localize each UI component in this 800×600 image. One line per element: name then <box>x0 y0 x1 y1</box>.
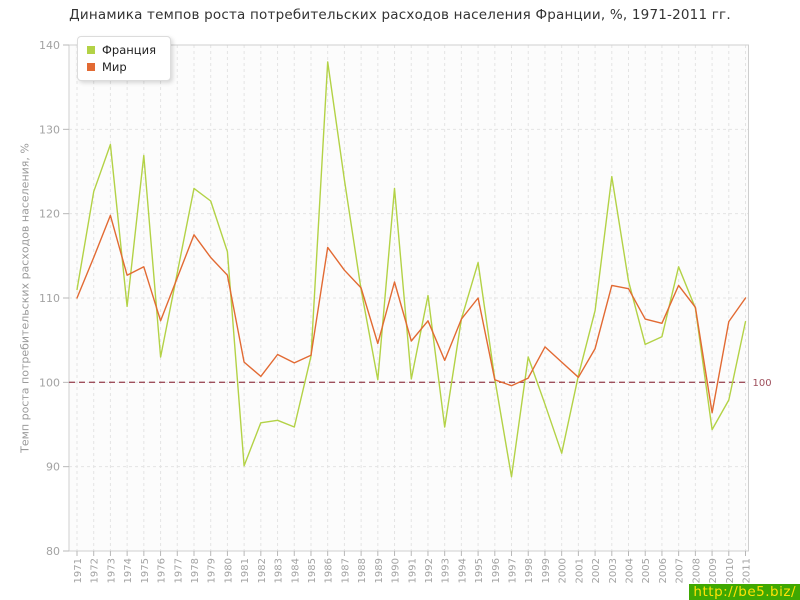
watermark-link[interactable]: http://be5.biz/ <box>689 584 800 600</box>
legend-label-world: Мир <box>102 60 127 74</box>
x-axis-tick-label: 2004 <box>625 558 636 583</box>
x-axis-tick-label: 1975 <box>140 558 151 583</box>
x-axis-tick-label: 2007 <box>675 558 686 583</box>
x-axis-tick-label: 1974 <box>123 558 134 583</box>
x-axis-tick-label: 1988 <box>357 558 368 583</box>
x-axis-tick-label: 2005 <box>641 558 652 583</box>
x-axis-tick-label: 1994 <box>457 558 468 583</box>
x-axis-tick-label: 1979 <box>207 558 218 583</box>
x-axis-tick-label: 2010 <box>725 558 736 583</box>
x-axis-tick-label: 1996 <box>491 558 502 583</box>
chart-title: Динамика темпов роста потребительских ра… <box>69 7 731 23</box>
world-legend-swatch-icon <box>87 63 95 71</box>
x-axis-tick-label: 2003 <box>608 558 619 583</box>
x-axis-tick-label: 1995 <box>474 558 485 583</box>
x-axis-tick-label: 1987 <box>340 558 351 583</box>
world-series-line <box>76 214 747 414</box>
x-axis-tick-label: 2001 <box>574 558 585 583</box>
y-axis-tick-label: 80 <box>46 545 60 558</box>
x-axis-tick-label: 2011 <box>742 558 753 583</box>
x-axis-tick-label: 2008 <box>691 558 702 583</box>
x-axis-tick-label: 1986 <box>324 558 335 583</box>
x-axis-tick-label: 1982 <box>257 558 268 583</box>
legend-item-world[interactable]: Мир <box>87 61 156 73</box>
x-axis-tick-label: 1984 <box>290 558 301 583</box>
x-axis-tick-label: 1972 <box>90 558 101 583</box>
x-axis-tick-label: 1971 <box>73 558 84 583</box>
x-axis-tick-label: 1997 <box>508 558 519 583</box>
x-axis-tick-label: 1980 <box>223 558 234 583</box>
legend-label-france: Франция <box>102 43 156 57</box>
y-axis-tick-label: 110 <box>39 292 60 305</box>
x-axis-tick-label: 1989 <box>374 558 385 583</box>
france-series-line <box>76 61 747 478</box>
y-axis-tick-label: 130 <box>39 123 60 136</box>
x-axis-tick-label: 1993 <box>441 558 452 583</box>
x-axis-tick-label: 1976 <box>157 558 168 583</box>
x-axis-tick-label: 1990 <box>391 558 402 583</box>
x-axis-tick-label: 1985 <box>307 558 318 583</box>
legend-item-france[interactable]: Франция <box>87 44 156 56</box>
y-axis-tick-label: 120 <box>39 208 60 221</box>
x-axis-tick-label: 2000 <box>558 558 569 583</box>
x-axis-tick-label: 1981 <box>240 558 251 583</box>
legend: Франция Мир <box>77 36 171 81</box>
y-axis-tick-label: 140 <box>39 39 60 52</box>
x-axis-tick-label: 2009 <box>708 558 719 583</box>
y-axis-tick-label: 100 <box>39 376 60 389</box>
x-axis-tick-label: 1998 <box>524 558 535 583</box>
x-axis-tick-label: 1991 <box>407 558 418 583</box>
france-legend-swatch-icon <box>87 46 95 54</box>
x-axis-tick-label: 2002 <box>591 558 602 583</box>
x-axis-tick-label: 1992 <box>424 558 435 583</box>
x-axis-tick-label: 1999 <box>541 558 552 583</box>
y-axis-title: Темп роста потребительских расходов насе… <box>18 143 32 453</box>
x-axis-tick-label: 1973 <box>106 558 117 583</box>
x-axis-tick-label: 2006 <box>658 558 669 583</box>
x-axis-tick-label: 1983 <box>274 558 285 583</box>
y-axis-tick-label: 90 <box>46 461 60 474</box>
reference-line-label: 100 <box>753 378 772 389</box>
x-axis-tick-label: 1978 <box>190 558 201 583</box>
x-axis-tick-label: 1977 <box>173 558 184 583</box>
